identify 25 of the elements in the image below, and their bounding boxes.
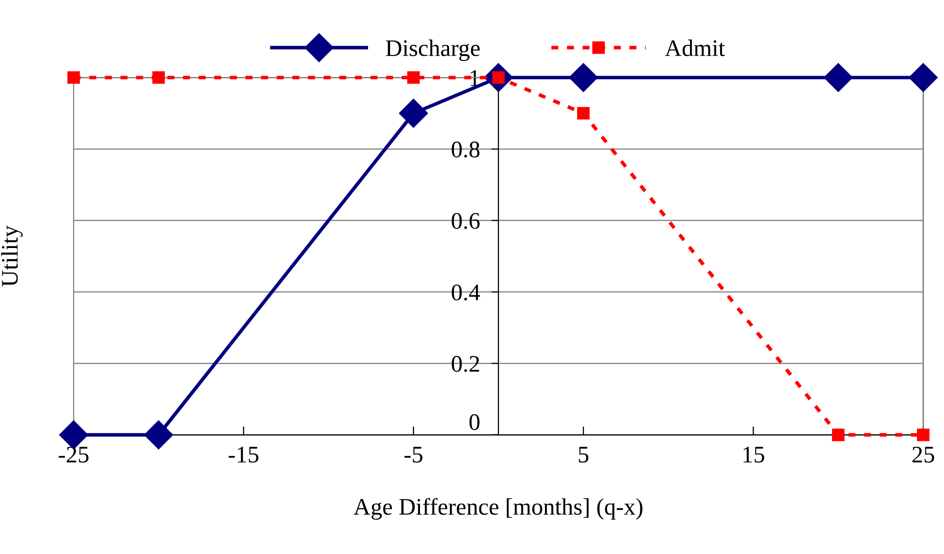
point (577, 107, 590, 120)
y-tick-label: 0.2 (452, 356, 480, 372)
legend-label: Admit (664, 40, 725, 56)
y-tick-label: 0.8 (452, 142, 480, 158)
point (832, 428, 845, 442)
y-tick-label: 0.4 (452, 284, 480, 300)
x-tick-label: -5 (404, 446, 422, 463)
x-tick-label: 5 (578, 446, 588, 463)
legend-label: Discharge (386, 40, 480, 62)
point (67, 71, 80, 84)
y-tick-label: 0 (469, 414, 480, 430)
point (568, 63, 598, 92)
x-tick-label: -25 (58, 446, 88, 463)
point (399, 98, 428, 128)
x-tick-label: 15 (744, 446, 764, 463)
point (152, 71, 165, 84)
point (407, 71, 420, 84)
y-axis-title: Utility (1, 225, 23, 287)
point (824, 63, 853, 92)
x-axis-title: Age Difference [months] (q-x) (354, 498, 642, 520)
point (144, 420, 174, 450)
point (908, 63, 938, 92)
y-tick-label: 0.6 (452, 212, 480, 230)
x-tick-label: 25 (912, 446, 934, 463)
x-tick-label: -15 (228, 446, 258, 463)
